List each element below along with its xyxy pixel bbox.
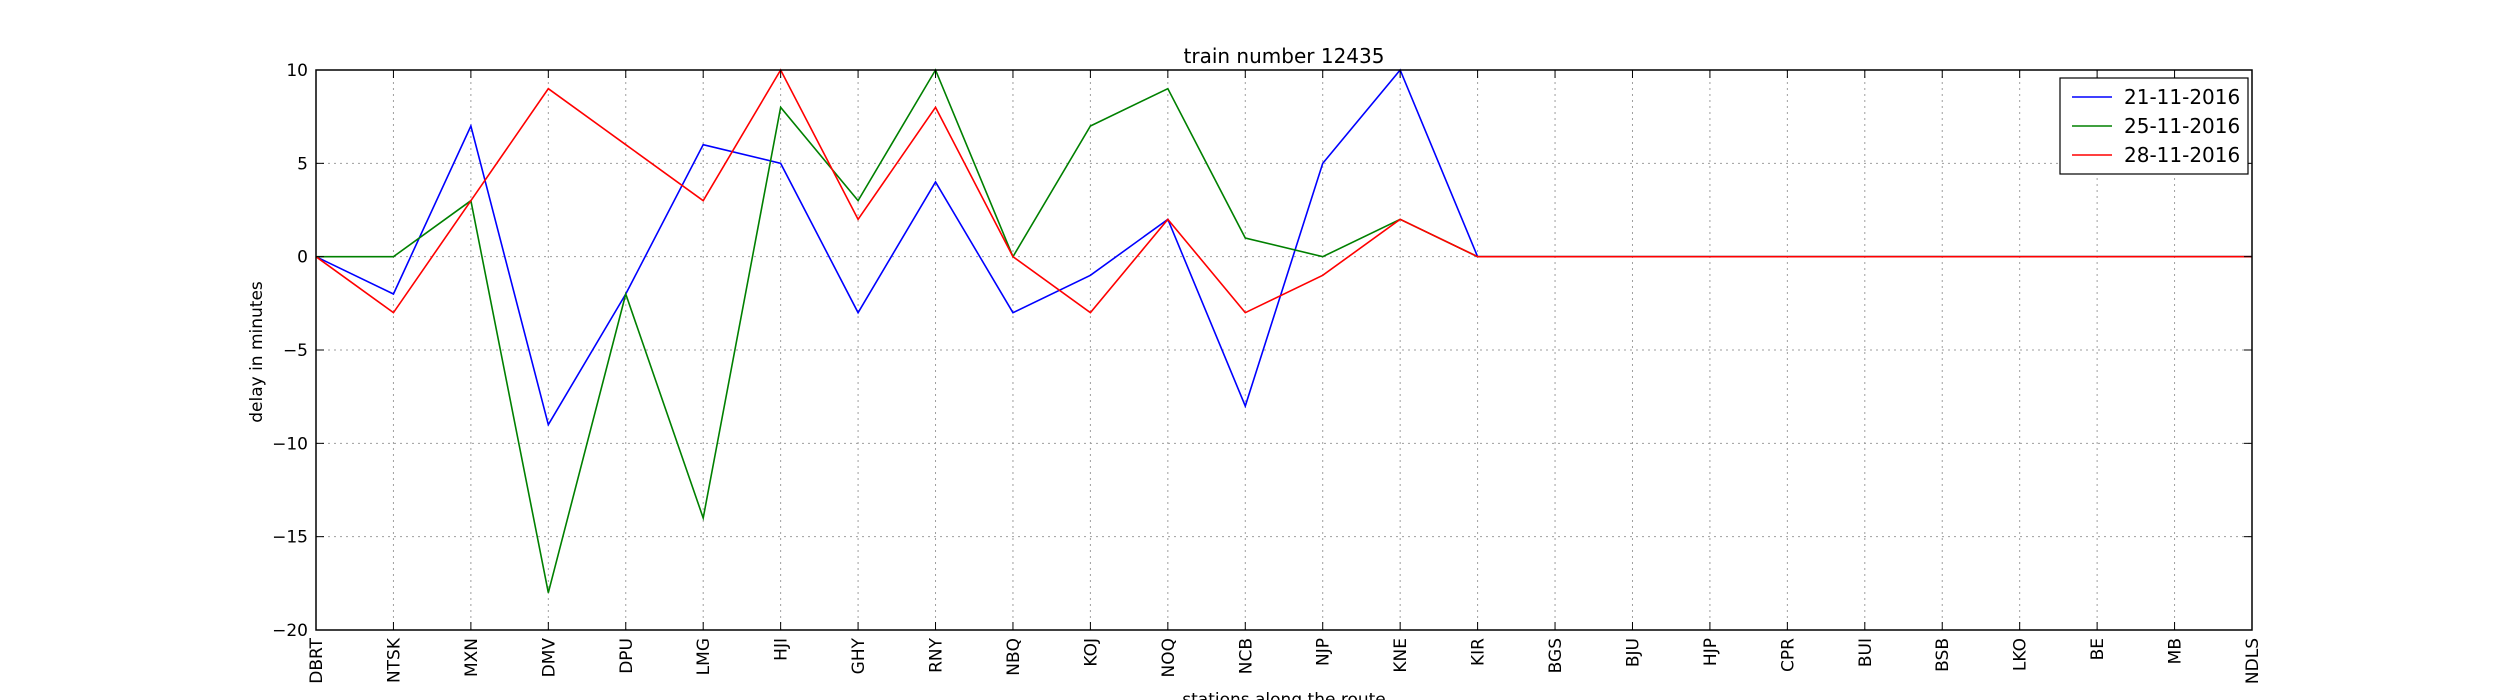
x-tick-label: KIR bbox=[1469, 638, 1489, 666]
y-tick-label: −15 bbox=[272, 528, 308, 548]
series-line-28-11-2016 bbox=[315, 68, 2252, 314]
x-tick-label: DPU bbox=[617, 638, 637, 674]
y-tick-label: 0 bbox=[297, 248, 308, 268]
y-tick-label: 5 bbox=[297, 154, 308, 174]
x-tick-label: LMG bbox=[694, 638, 714, 675]
x-tick-label: NJP bbox=[1314, 638, 1334, 666]
y-tick-label: −10 bbox=[272, 434, 308, 454]
y-tick-label: 10 bbox=[286, 61, 308, 81]
x-tick-label: DBRT bbox=[307, 637, 327, 683]
x-tick-label: HJP bbox=[1701, 638, 1721, 666]
x-axis-label: stations along the route bbox=[1182, 690, 1386, 700]
series-lines bbox=[315, 68, 2252, 593]
legend-entry: 25-11-2016 bbox=[2124, 114, 2240, 138]
legend-entry: 21-11-2016 bbox=[2124, 85, 2240, 109]
x-tick-label: RNY bbox=[927, 637, 947, 673]
x-tick-label: MB bbox=[2166, 638, 2186, 664]
y-tick-label: −5 bbox=[283, 341, 308, 361]
x-tick-label: KOJ bbox=[1081, 638, 1101, 667]
x-tick-label: LKO bbox=[2011, 638, 2031, 671]
x-tick-label: GHY bbox=[849, 637, 869, 674]
legend: 21-11-2016 25-11-2016 28-11-2016 bbox=[2059, 77, 2249, 175]
x-tick-label: BGS bbox=[1546, 638, 1566, 673]
x-tick-label: NTSK bbox=[384, 637, 404, 683]
x-tick-label: MXN bbox=[462, 638, 482, 677]
x-tick-label: BE bbox=[2088, 638, 2108, 660]
axis-ticks: DBRT NTSK MXN DMV DPU LMG HJI GHY RNY NBQ KOJ NOQ NC… bbox=[272, 61, 2263, 684]
x-tick-label: BUI bbox=[1856, 638, 1876, 667]
x-tick-label: CPR bbox=[1778, 638, 1798, 672]
x-tick-label: BJU bbox=[1623, 638, 1643, 667]
y-tick-label: −20 bbox=[272, 621, 308, 641]
x-tick-label: HJI bbox=[772, 638, 792, 661]
x-tick-label: NBQ bbox=[1004, 638, 1024, 676]
x-tick-label: BSB bbox=[1933, 638, 1953, 672]
x-tick-label: DMV bbox=[539, 638, 559, 678]
legend-entry: 28-11-2016 bbox=[2124, 143, 2240, 167]
y-axis-label: delay in minutes bbox=[247, 281, 267, 423]
x-tick-label: NCB bbox=[1236, 638, 1256, 674]
x-tick-label: NDLS bbox=[2243, 638, 2263, 684]
chart-title: train number 12435 bbox=[1184, 44, 1385, 68]
x-tick-label: NOQ bbox=[1159, 638, 1179, 677]
x-tick-label: KNE bbox=[1391, 638, 1411, 673]
